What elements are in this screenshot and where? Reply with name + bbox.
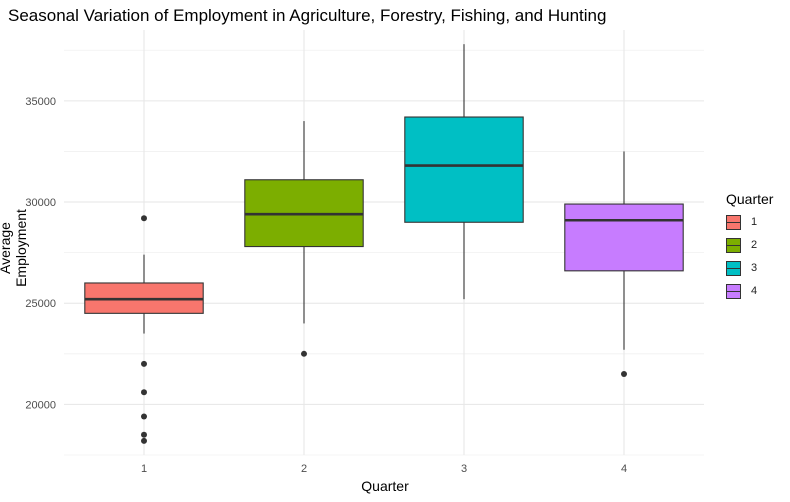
y-tick-label: 35000	[25, 96, 56, 108]
x-tick-label: 2	[301, 463, 307, 475]
x-axis-label: Quarter	[361, 478, 409, 494]
box-body	[564, 203, 684, 272]
outlier-point	[301, 350, 307, 357]
legend-item-4: 4	[726, 282, 757, 300]
legend-label: 3	[751, 262, 758, 274]
legend-item-2: 2	[726, 236, 757, 254]
box-quarter-2	[244, 121, 364, 357]
outlier-point	[141, 431, 147, 438]
box-body	[404, 116, 524, 223]
legend-key	[726, 283, 741, 299]
x-axis-ticks: 1 2 3 4	[141, 463, 627, 475]
chart-title: Seasonal Variation of Employment in Agri…	[8, 6, 607, 25]
outlier-point	[141, 437, 147, 444]
outlier-point	[141, 389, 147, 396]
legend-label: 2	[751, 239, 758, 251]
x-tick-label: 3	[461, 463, 467, 475]
legend-item-1: 1	[726, 213, 757, 231]
legend-label: 1	[751, 216, 758, 228]
y-axis-ticks: 20000 25000 30000 35000	[25, 96, 56, 412]
boxes	[84, 44, 684, 444]
x-tick-label: 1	[141, 463, 147, 475]
box-quarter-4	[564, 151, 684, 378]
outlier-point	[141, 215, 147, 222]
legend-key	[726, 214, 741, 230]
outlier-point	[141, 360, 147, 367]
y-axis-label: Average Employment	[0, 209, 29, 287]
legend-title: Quarter	[726, 191, 774, 207]
outlier-point	[621, 371, 627, 378]
y-tick-label: 20000	[25, 399, 56, 411]
outlier-point	[141, 413, 147, 420]
legend-key	[726, 237, 741, 253]
legend-key	[726, 260, 741, 276]
box-quarter-3	[404, 44, 524, 300]
legend-item-3: 3	[726, 259, 757, 277]
box-quarter-1	[84, 215, 204, 444]
y-tick-label: 30000	[25, 197, 56, 209]
y-tick-label: 25000	[25, 298, 56, 310]
legend-label: 4	[751, 285, 758, 297]
x-tick-label: 4	[621, 463, 627, 475]
